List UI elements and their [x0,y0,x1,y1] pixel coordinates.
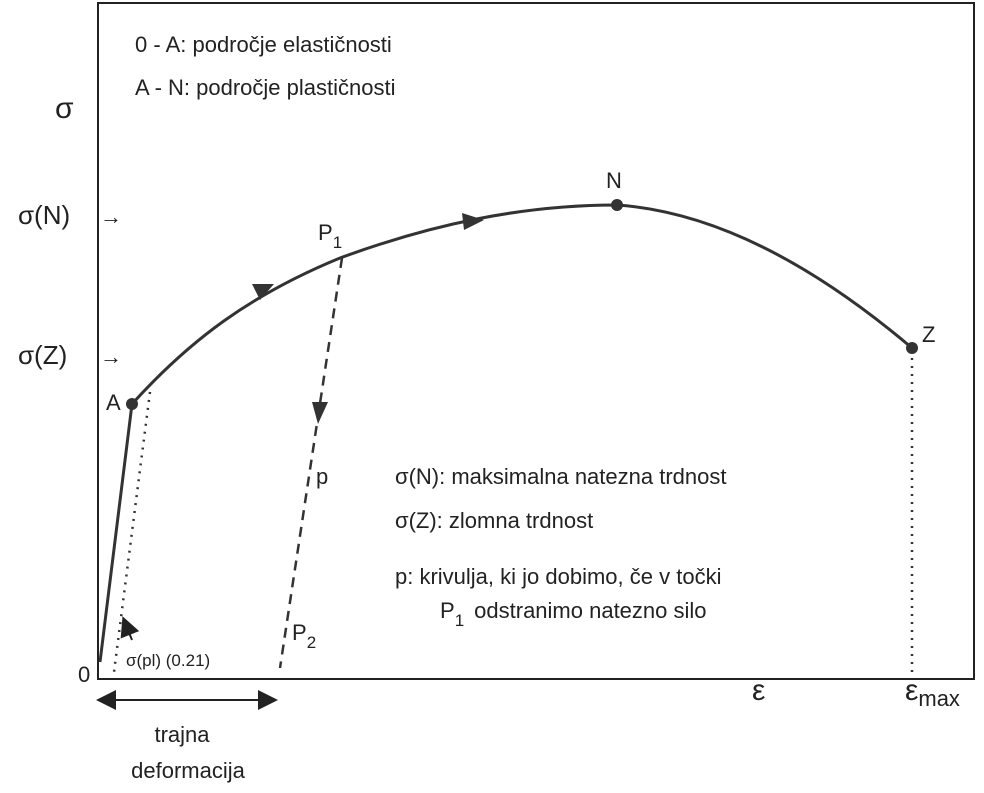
y-mark-arrow: → [100,204,122,229]
y-mark-arrow: → [100,344,122,369]
label-sub: 1 [333,233,342,252]
label-base: ε [905,674,918,707]
legend-line: 0 - A: področje elastičnosti [135,32,392,57]
point-label: P2 [292,620,316,652]
label-base: P [318,220,333,245]
label-sub: max [918,686,960,711]
legend-line: A - N: področje plastičnosti [135,75,395,100]
note: σ(Z): zlomna trdnost [395,508,593,533]
direction-arrow [312,402,328,424]
point-label: A [106,390,121,415]
note-rest: odstranimo natezno silo [474,598,706,623]
label-sub: 2 [307,633,316,652]
direction-arrow [252,284,274,300]
note: P1 odstranimo natezno silo [440,598,707,630]
permanent-label: trajna [154,722,210,747]
x-max-label: εmax [905,674,960,711]
permanent-label: deformacija [131,758,245,783]
offset-label: σ(pl) (0.21) [126,651,210,670]
note: p: krivulja, ki jo dobimo, če v točki [395,564,721,589]
offset-arrow [120,616,140,641]
offset-line [112,391,152,673]
point-label: P1 [318,220,342,252]
note: σ(N): maksimalna natezna trdnost [395,464,726,489]
stress-curve [98,203,913,663]
y-mark: σ(Z) [18,340,67,370]
label-base: P [292,620,307,645]
point-n [611,199,623,211]
point-a [126,398,138,410]
unload-line [278,257,344,669]
y-axis-label: σ [55,92,74,125]
point-label: N [606,168,622,193]
y-mark: σ(N) [18,200,70,230]
frame [97,2,975,680]
label-sub: 1 [455,611,464,630]
origin-label: 0 [78,662,90,687]
point-label: Z [922,322,935,347]
direction-arrow [462,213,484,230]
x-axis-label: ε [752,674,765,707]
label-base: P [440,598,455,623]
curve-label: p [316,464,328,489]
point-z [906,342,918,354]
